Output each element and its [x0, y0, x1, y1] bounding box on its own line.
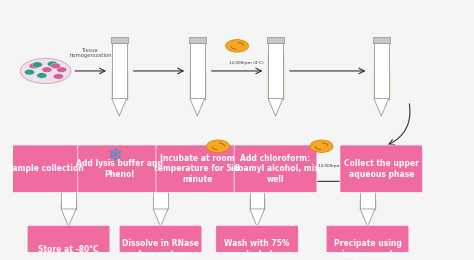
Circle shape: [310, 140, 333, 153]
Circle shape: [51, 63, 61, 69]
Polygon shape: [112, 99, 127, 116]
Text: ❄: ❄: [107, 147, 122, 165]
Text: Collect the upper
aqueous phase: Collect the upper aqueous phase: [344, 159, 419, 179]
Text: Dissolve in RNase
free water: Dissolve in RNase free water: [122, 239, 199, 259]
Bar: [250, 154, 264, 209]
Bar: [250, 198, 264, 209]
Circle shape: [207, 140, 229, 153]
FancyBboxPatch shape: [119, 225, 202, 260]
Polygon shape: [153, 209, 168, 226]
FancyBboxPatch shape: [27, 225, 110, 260]
Text: 12,000rpm (4°C): 12,000rpm (4°C): [229, 61, 264, 65]
Text: Add lysis buffer and
Phenol: Add lysis buffer and Phenol: [76, 159, 163, 179]
Text: 12,000rpm (4°C): 12,000rpm (4°C): [318, 164, 353, 168]
Polygon shape: [190, 99, 205, 116]
Bar: [267, 37, 284, 43]
Bar: [359, 147, 376, 154]
Polygon shape: [61, 209, 76, 226]
Bar: [152, 147, 169, 154]
Ellipse shape: [20, 58, 71, 83]
Bar: [374, 71, 389, 99]
Text: Precipate using
isopropanol: Precipate using isopropanol: [334, 239, 401, 259]
Bar: [374, 43, 389, 99]
FancyBboxPatch shape: [326, 225, 409, 260]
Polygon shape: [268, 99, 283, 116]
Bar: [268, 43, 283, 99]
Text: Wash with 75%
alcohol: Wash with 75% alcohol: [224, 239, 290, 259]
Text: Add chloroform:
isoamyl alcohol, mix
well: Add chloroform: isoamyl alcohol, mix wel…: [231, 154, 319, 184]
FancyBboxPatch shape: [4, 145, 87, 193]
Circle shape: [32, 62, 42, 67]
Bar: [360, 154, 375, 209]
Text: Tissue
homogenization: Tissue homogenization: [69, 48, 112, 58]
Bar: [190, 43, 205, 99]
Text: Store at -80°C: Store at -80°C: [38, 245, 99, 254]
Bar: [61, 154, 76, 209]
Circle shape: [226, 40, 249, 52]
Bar: [153, 154, 168, 209]
Circle shape: [42, 67, 52, 73]
Bar: [112, 71, 127, 99]
Circle shape: [54, 74, 64, 79]
Text: Incubate at room
temperature for 5-8
minute: Incubate at room temperature for 5-8 min…: [155, 154, 240, 184]
FancyBboxPatch shape: [216, 225, 299, 260]
Circle shape: [37, 73, 47, 78]
FancyBboxPatch shape: [340, 145, 423, 193]
Circle shape: [56, 67, 67, 73]
Bar: [374, 57, 389, 71]
Polygon shape: [250, 209, 264, 226]
Bar: [111, 37, 128, 43]
Bar: [249, 147, 265, 154]
Bar: [112, 43, 127, 99]
Polygon shape: [374, 99, 389, 116]
Bar: [189, 37, 206, 43]
Text: 12,000rpm (4°C): 12,000rpm (4°C): [214, 164, 249, 168]
Circle shape: [29, 63, 39, 69]
Circle shape: [24, 69, 35, 75]
Bar: [268, 54, 283, 68]
Polygon shape: [360, 209, 375, 226]
Bar: [360, 199, 375, 209]
Circle shape: [47, 61, 57, 67]
Bar: [373, 37, 390, 43]
Bar: [60, 147, 77, 154]
Bar: [190, 71, 205, 99]
FancyBboxPatch shape: [234, 145, 317, 193]
FancyBboxPatch shape: [78, 145, 161, 193]
Text: Sample collection: Sample collection: [7, 164, 84, 173]
Bar: [268, 68, 283, 99]
Bar: [61, 202, 76, 209]
FancyBboxPatch shape: [156, 145, 239, 193]
